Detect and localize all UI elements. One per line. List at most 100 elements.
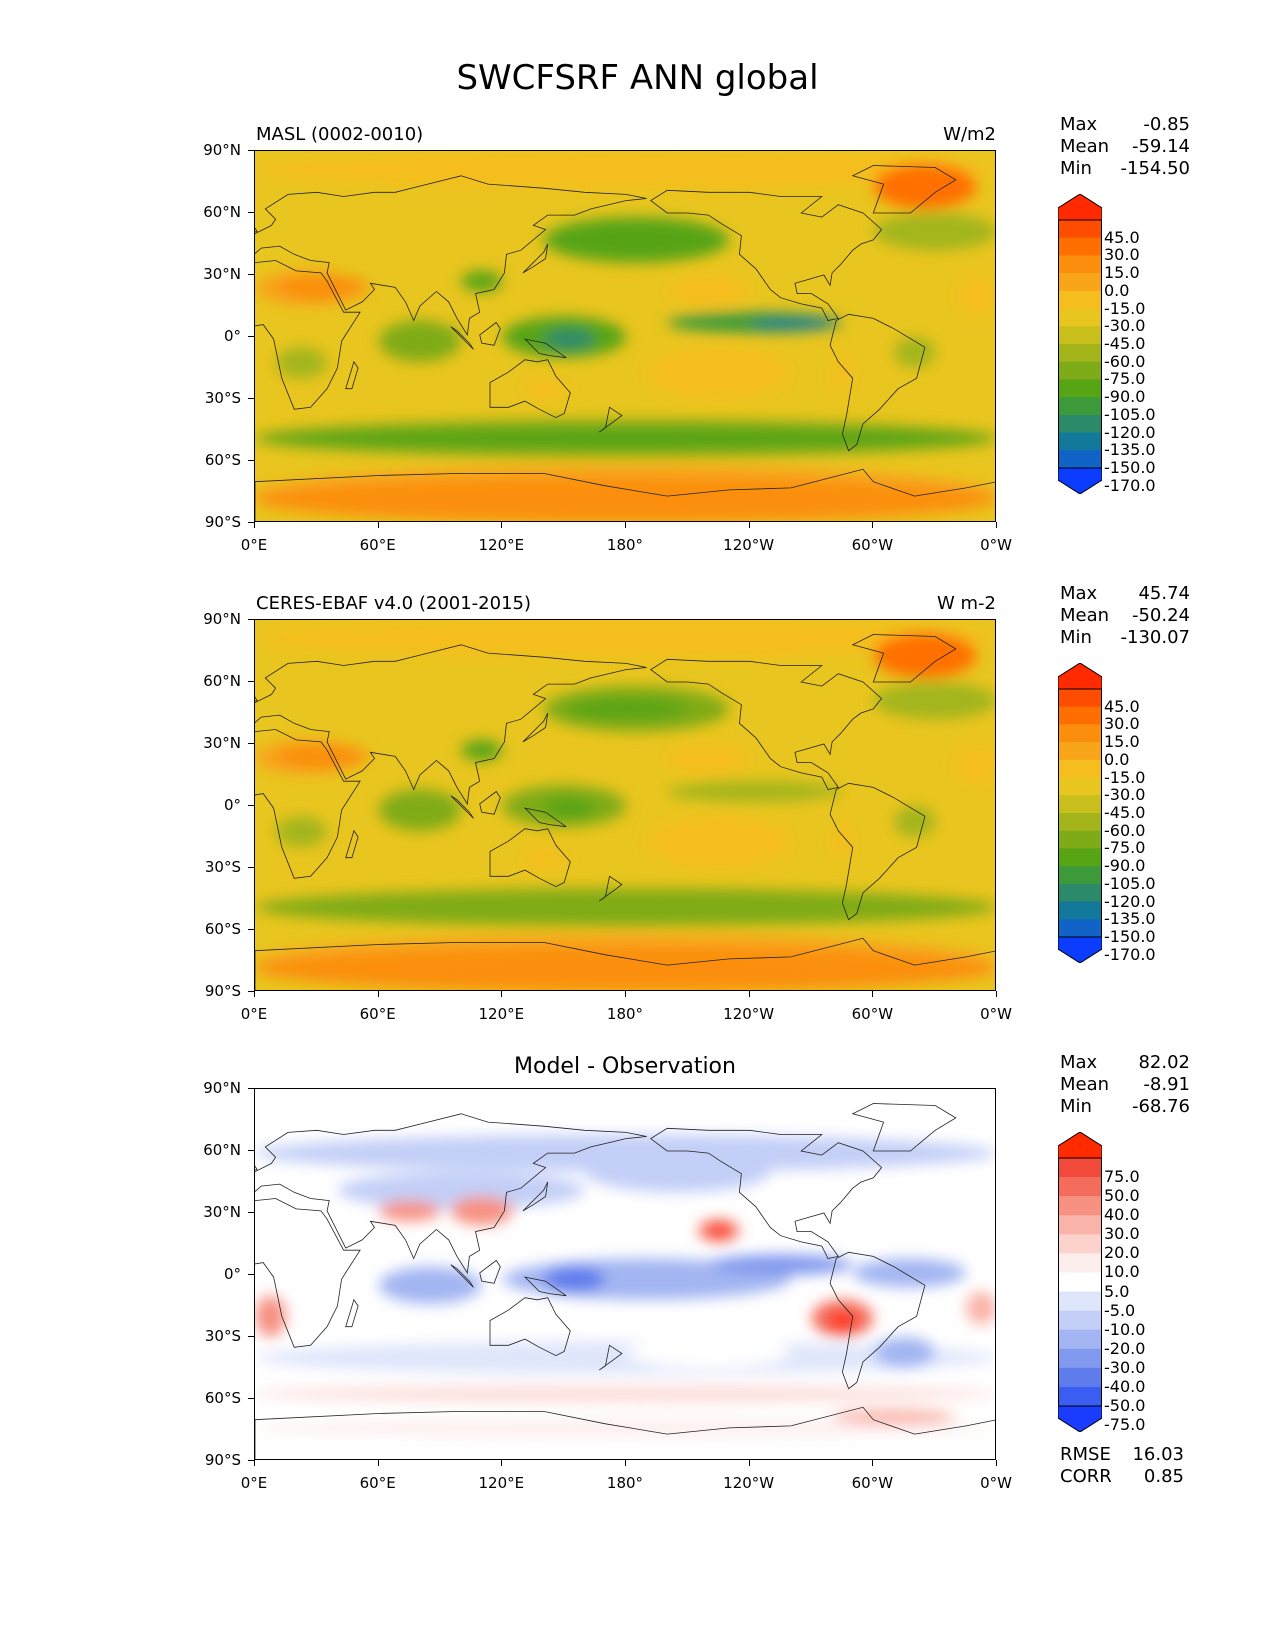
field-patch bbox=[873, 163, 977, 209]
y-tick-label: 60°S bbox=[204, 920, 241, 938]
coastline-nz bbox=[598, 406, 623, 433]
y-tick-label: 90°S bbox=[204, 982, 241, 1000]
colorbar-segment bbox=[1058, 1386, 1102, 1407]
x-tick bbox=[377, 522, 379, 528]
colorbar-segment bbox=[1058, 290, 1102, 310]
colorbar-segment bbox=[1058, 795, 1102, 814]
rmse-value: 16.03 bbox=[1132, 1444, 1184, 1465]
panel-title-left: CERES-EBAF v4.0 (2001-2015) bbox=[256, 593, 532, 614]
coastline-japan bbox=[522, 243, 549, 274]
colorbar-segment bbox=[1058, 689, 1102, 708]
colorbar-level-label: 15.0 bbox=[1104, 263, 1140, 283]
field-patch bbox=[543, 797, 596, 819]
coastlines bbox=[255, 634, 995, 990]
y-tick bbox=[248, 1150, 254, 1151]
metrics-block: RMSE 16.03 CORR 0.85 bbox=[1060, 1444, 1184, 1488]
colorbar-segment bbox=[1058, 361, 1102, 380]
coastline-japan bbox=[522, 1181, 549, 1212]
field-patch bbox=[832, 357, 853, 389]
x-tick bbox=[748, 1460, 750, 1466]
colorbar-level-label: -75.0 bbox=[1104, 369, 1146, 389]
colorbar-level-label: -105.0 bbox=[1104, 873, 1156, 893]
colorbar-level-label: -45.0 bbox=[1104, 803, 1146, 822]
colorbar-level-label: 0.0 bbox=[1104, 280, 1130, 300]
colorbar-level-label: -135.0 bbox=[1104, 440, 1156, 460]
stat-min: -154.50 bbox=[1120, 158, 1190, 179]
colorbar-segment bbox=[1058, 1291, 1102, 1312]
y-tick-label: 60°S bbox=[204, 1389, 241, 1407]
field-patch bbox=[255, 946, 995, 990]
field-patch bbox=[275, 744, 369, 769]
colorbar-segment bbox=[1058, 379, 1102, 398]
colorbar-segment bbox=[1058, 1234, 1102, 1254]
colorbar-segment bbox=[1058, 326, 1102, 345]
x-tick bbox=[625, 1460, 626, 1466]
field-patch bbox=[255, 1390, 995, 1399]
x-tick bbox=[748, 991, 750, 997]
coastline-greenland bbox=[851, 165, 957, 214]
colorbar-extend-min bbox=[1057, 467, 1103, 495]
colorbar-segment bbox=[1058, 1329, 1102, 1350]
x-tick-label: 60°E bbox=[359, 1474, 396, 1492]
y-tick bbox=[248, 522, 254, 523]
y-tick bbox=[248, 929, 254, 930]
colorbar-level-label: -120.0 bbox=[1104, 422, 1156, 442]
field-patch bbox=[955, 275, 995, 317]
field-patch bbox=[255, 1419, 995, 1437]
colorbar-segment bbox=[1058, 742, 1102, 761]
coastline-sumatra bbox=[450, 1264, 474, 1288]
colorbar-level-label: -150.0 bbox=[1104, 927, 1156, 946]
y-tick-label: 0° bbox=[223, 1265, 241, 1283]
coastline-borneo bbox=[479, 1259, 501, 1284]
coastline-newguinea bbox=[523, 338, 567, 359]
field-patch bbox=[255, 151, 995, 189]
coastline-antarctica bbox=[255, 468, 995, 521]
coastline-madagascar bbox=[345, 1298, 359, 1328]
map-model bbox=[254, 150, 996, 522]
colorbar-segment bbox=[1058, 414, 1102, 434]
y-tick-label: 90°N bbox=[203, 141, 241, 159]
coastline-africa bbox=[255, 729, 361, 879]
corr-label: CORR bbox=[1060, 1466, 1112, 1487]
colorbar-segment bbox=[1058, 706, 1102, 725]
field-patch bbox=[461, 270, 503, 292]
y-tick-label: 30°S bbox=[204, 858, 241, 876]
y-tick-label: 60°N bbox=[203, 203, 241, 221]
colorbar-extend-max bbox=[1057, 193, 1103, 221]
x-tick-label: 60°E bbox=[359, 536, 396, 554]
y-tick bbox=[248, 212, 254, 213]
panel-units: W/m2 bbox=[943, 124, 996, 145]
coastline-uk bbox=[255, 696, 258, 702]
colorbar-level-label: -5.0 bbox=[1104, 1300, 1136, 1320]
colorbar-segment bbox=[1058, 220, 1102, 239]
coastline-nz bbox=[598, 875, 623, 902]
colorbar-segment bbox=[1058, 1158, 1102, 1178]
x-tick bbox=[625, 991, 626, 997]
field-patch bbox=[255, 897, 995, 918]
y-tick bbox=[248, 1336, 254, 1337]
colorbar-segment bbox=[1058, 1253, 1102, 1273]
x-tick-label: 180° bbox=[606, 536, 644, 554]
coastline-australia bbox=[489, 359, 571, 419]
field-patch bbox=[873, 632, 977, 678]
coastlines bbox=[255, 1103, 995, 1459]
colorbar-level-label: -50.0 bbox=[1104, 1396, 1146, 1415]
x-tick-label: 120°W bbox=[723, 1005, 775, 1023]
y-tick-label: 30°N bbox=[203, 1203, 241, 1221]
coastline-greenland bbox=[851, 634, 957, 683]
colorbar-level-label: -40.0 bbox=[1104, 1376, 1146, 1396]
x-tick-label: 120°E bbox=[478, 1474, 525, 1492]
field-patch bbox=[749, 787, 837, 798]
field-patch bbox=[667, 744, 750, 775]
coastline-greenland bbox=[851, 1103, 957, 1152]
colorbar-segment bbox=[1058, 883, 1102, 903]
y-tick-label: 60°N bbox=[203, 1141, 241, 1159]
stat-min: -68.76 bbox=[1131, 1096, 1190, 1117]
field-patch bbox=[255, 477, 995, 521]
coastline-eurasia bbox=[255, 175, 647, 337]
colorbar-level-label: 30.0 bbox=[1104, 1224, 1140, 1244]
colorbar-level-label: -15.0 bbox=[1104, 767, 1146, 787]
field-patch bbox=[828, 1312, 857, 1329]
colorbar-segment bbox=[1058, 273, 1102, 292]
colorbar-segment bbox=[1058, 432, 1102, 451]
